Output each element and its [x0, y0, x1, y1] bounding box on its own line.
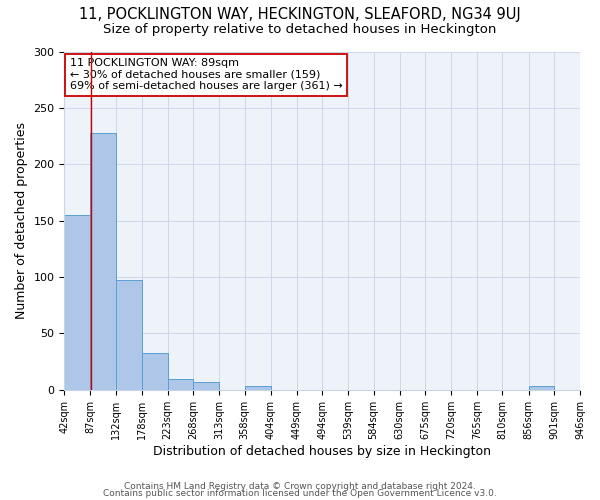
Text: 11 POCKLINGTON WAY: 89sqm
← 30% of detached houses are smaller (159)
69% of semi: 11 POCKLINGTON WAY: 89sqm ← 30% of detac…: [70, 58, 343, 92]
Bar: [529, 386, 554, 390]
Bar: [90, 132, 116, 390]
X-axis label: Distribution of detached houses by size in Heckington: Distribution of detached houses by size …: [153, 444, 491, 458]
Bar: [142, 352, 167, 390]
Bar: [193, 382, 219, 390]
Text: 11, POCKLINGTON WAY, HECKINGTON, SLEAFORD, NG34 9UJ: 11, POCKLINGTON WAY, HECKINGTON, SLEAFOR…: [79, 8, 521, 22]
Text: Contains HM Land Registry data © Crown copyright and database right 2024.: Contains HM Land Registry data © Crown c…: [124, 482, 476, 491]
Bar: [116, 280, 142, 390]
Text: Contains public sector information licensed under the Open Government Licence v3: Contains public sector information licen…: [103, 489, 497, 498]
Bar: [245, 386, 271, 390]
Bar: [64, 215, 90, 390]
Text: Size of property relative to detached houses in Heckington: Size of property relative to detached ho…: [103, 22, 497, 36]
Bar: [167, 378, 193, 390]
Y-axis label: Number of detached properties: Number of detached properties: [15, 122, 28, 319]
